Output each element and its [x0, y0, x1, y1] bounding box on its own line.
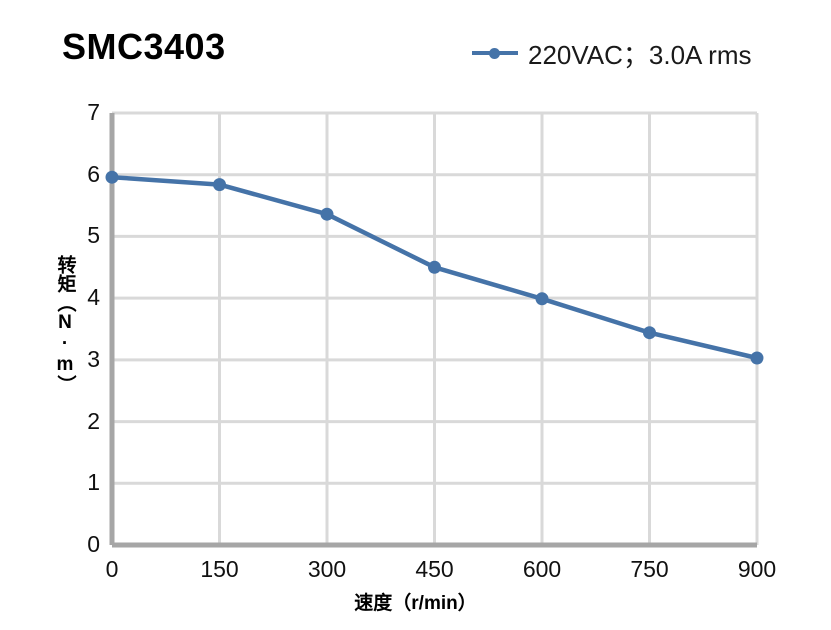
data-series [105, 170, 764, 365]
x-tick-label: 150 [200, 556, 239, 582]
data-point [535, 292, 549, 306]
x-tick-label: 300 [307, 556, 347, 582]
gridlines [110, 111, 759, 547]
data-point [320, 207, 334, 221]
data-point [643, 326, 656, 340]
y-tick-label: 3 [87, 345, 100, 372]
chart-legend: 220VAC；3.0A rms [472, 36, 752, 70]
x-tick-label: 750 [630, 556, 669, 582]
y-tick-label: 4 [87, 284, 100, 311]
data-point [750, 351, 764, 365]
data-point [213, 178, 226, 192]
axis-spines [109, 113, 757, 548]
x-tick-label: 900 [737, 556, 777, 582]
y-tick-label: 7 [87, 99, 100, 125]
y-tick-label: 6 [87, 160, 100, 187]
y-axis-title-text: 转矩（N·m） [54, 255, 76, 394]
x-tick-label: 600 [522, 556, 562, 582]
legend-label: 220VAC；3.0A rms [528, 39, 752, 70]
x-tick-label: 0 [105, 556, 119, 582]
y-tick-label: 0 [87, 531, 100, 557]
y-tick-label: 2 [87, 407, 100, 434]
data-point [105, 170, 119, 184]
x-axis-title: 速度（r/min） [354, 593, 477, 614]
x-tick-label: 450 [415, 556, 454, 582]
y-axis-title: 转矩（N·m） [48, 255, 82, 399]
data-point [428, 260, 441, 274]
legend-marker-icon [472, 46, 518, 60]
y-tick-label: 5 [87, 222, 100, 249]
y-tick-label: 1 [87, 469, 100, 496]
chart-title: SMC3403 [62, 26, 226, 67]
series-points [105, 170, 764, 365]
